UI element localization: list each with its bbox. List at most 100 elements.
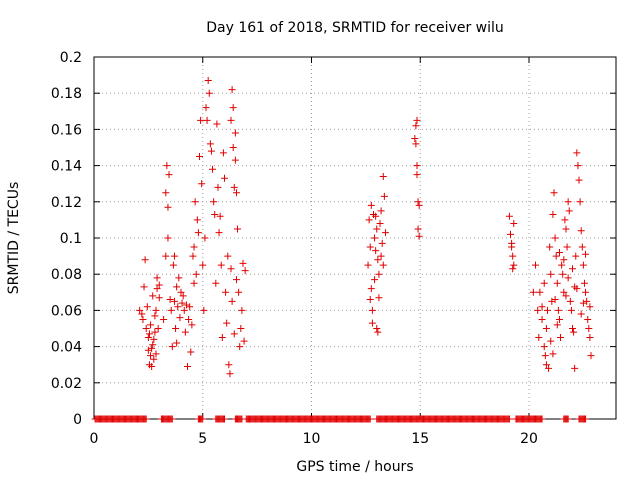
data-point bbox=[160, 315, 168, 323]
data-point bbox=[207, 147, 215, 155]
data-point bbox=[191, 198, 199, 206]
data-point bbox=[551, 296, 559, 304]
data-point bbox=[142, 325, 150, 332]
data-point bbox=[553, 321, 561, 329]
data-point bbox=[584, 315, 592, 323]
data-point bbox=[574, 162, 582, 170]
data-point bbox=[372, 247, 380, 255]
data-point bbox=[185, 315, 193, 323]
data-point bbox=[138, 310, 146, 318]
data-point bbox=[558, 261, 566, 269]
data-point bbox=[202, 104, 210, 112]
data-point bbox=[534, 306, 542, 314]
data-point bbox=[154, 325, 162, 332]
data-point bbox=[529, 288, 537, 296]
data-point bbox=[164, 203, 172, 211]
data-point bbox=[150, 335, 158, 343]
data-point bbox=[575, 176, 583, 184]
y-tick-label: 0.02 bbox=[51, 376, 82, 392]
data-point bbox=[380, 192, 388, 200]
data-point bbox=[218, 334, 226, 342]
data-point bbox=[586, 334, 594, 342]
data-point bbox=[374, 328, 382, 336]
data-point bbox=[413, 116, 421, 124]
data-point bbox=[545, 364, 553, 372]
data-point bbox=[379, 172, 387, 180]
data-point bbox=[540, 279, 548, 287]
data-point bbox=[232, 276, 240, 284]
data-point bbox=[228, 86, 236, 94]
data-point bbox=[178, 299, 186, 307]
data-point bbox=[230, 330, 238, 338]
x-tick-label: 5 bbox=[198, 431, 207, 447]
data-point bbox=[542, 361, 550, 369]
data-point bbox=[239, 259, 247, 267]
data-point bbox=[187, 348, 195, 356]
chart-title: Day 161 of 2018, SRMTID for receiver wil… bbox=[206, 20, 504, 36]
data-point bbox=[543, 306, 551, 314]
data-point bbox=[229, 144, 237, 151]
data-point bbox=[227, 265, 235, 273]
data-point bbox=[200, 306, 208, 314]
data-point bbox=[197, 116, 205, 124]
zero-data-point bbox=[142, 415, 150, 423]
data-point bbox=[230, 183, 238, 191]
data-point bbox=[371, 276, 379, 284]
data-point bbox=[571, 364, 579, 372]
data-point bbox=[368, 319, 376, 327]
data-point bbox=[373, 325, 381, 332]
data-point bbox=[364, 261, 372, 269]
data-point bbox=[510, 261, 518, 269]
data-point bbox=[570, 328, 578, 336]
data-point bbox=[221, 174, 228, 182]
zero-data-point bbox=[366, 415, 374, 423]
data-point bbox=[170, 252, 178, 260]
zero-data-point bbox=[538, 415, 546, 423]
y-tick-label: 0.04 bbox=[51, 340, 82, 356]
data-point bbox=[162, 189, 170, 197]
data-point bbox=[201, 234, 209, 242]
data-point bbox=[366, 243, 374, 251]
data-point bbox=[238, 306, 246, 314]
data-point bbox=[561, 216, 569, 224]
data-point bbox=[552, 252, 560, 260]
data-point bbox=[163, 162, 171, 170]
data-point bbox=[554, 306, 562, 314]
data-point bbox=[413, 171, 421, 179]
data-point bbox=[150, 355, 158, 363]
data-point bbox=[375, 270, 383, 278]
data-point bbox=[542, 325, 550, 332]
data-point bbox=[153, 274, 161, 282]
data-point bbox=[198, 180, 206, 188]
data-point bbox=[236, 343, 244, 351]
zero-data-point bbox=[505, 415, 513, 423]
data-point bbox=[560, 288, 568, 296]
data-point bbox=[569, 265, 576, 273]
data-point bbox=[168, 343, 176, 351]
data-point bbox=[560, 256, 568, 264]
zero-data-point bbox=[582, 415, 590, 423]
data-point bbox=[411, 134, 419, 142]
data-point bbox=[374, 256, 382, 264]
y-tick-label: 0.16 bbox=[51, 122, 82, 138]
data-point bbox=[371, 234, 379, 242]
data-point bbox=[549, 350, 557, 358]
data-point bbox=[583, 297, 591, 305]
data-point bbox=[540, 343, 548, 351]
data-point bbox=[231, 129, 239, 137]
data-point bbox=[153, 285, 161, 293]
data-point bbox=[547, 270, 555, 278]
data-point bbox=[173, 283, 181, 291]
data-point bbox=[205, 89, 213, 97]
data-point bbox=[173, 339, 181, 347]
data-point bbox=[585, 325, 593, 332]
x-tick-label: 20 bbox=[520, 431, 538, 447]
y-tick-label: 0.14 bbox=[51, 159, 82, 175]
data-point bbox=[579, 261, 587, 269]
data-point bbox=[414, 225, 422, 233]
data-point bbox=[217, 261, 225, 269]
data-point bbox=[563, 243, 571, 251]
data-point bbox=[151, 312, 159, 320]
data-point bbox=[365, 216, 373, 224]
